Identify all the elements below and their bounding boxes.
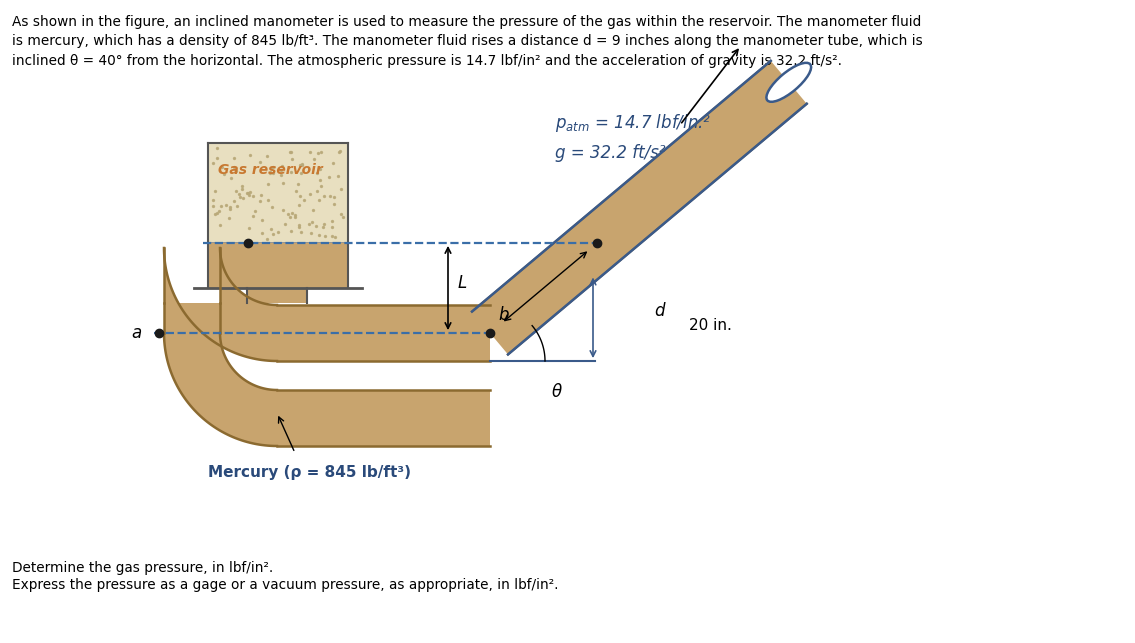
Text: a: a [132,324,142,342]
Text: Gas reservoir: Gas reservoir [218,163,322,177]
Bar [247,288,306,303]
Polygon shape [472,61,807,354]
Text: 20 in.: 20 in. [689,318,732,333]
Text: d: d [655,302,665,320]
Text: θ: θ [552,383,562,401]
Text: $p_{atm}$ = 14.7 lbf/in.²: $p_{atm}$ = 14.7 lbf/in.² [555,112,712,134]
Text: g = 32.2 ft/s²: g = 32.2 ft/s² [555,144,665,162]
Bar [208,143,348,243]
Text: L: L [459,274,468,292]
Text: b: b [498,306,508,324]
Ellipse shape [766,63,812,102]
Text: Determine the gas pressure, in lbf/in².: Determine the gas pressure, in lbf/in². [12,561,274,575]
Polygon shape [163,303,490,446]
Bar [208,243,348,288]
Polygon shape [163,248,490,361]
Text: Express the pressure as a gage or a vacuum pressure, as appropriate, in lbf/in².: Express the pressure as a gage or a vacu… [12,578,558,592]
Text: As shown in the figure, an inclined manometer is used to measure the pressure of: As shown in the figure, an inclined mano… [12,15,923,68]
Text: Mercury (ρ = 845 lb/ft³): Mercury (ρ = 845 lb/ft³) [209,466,412,480]
